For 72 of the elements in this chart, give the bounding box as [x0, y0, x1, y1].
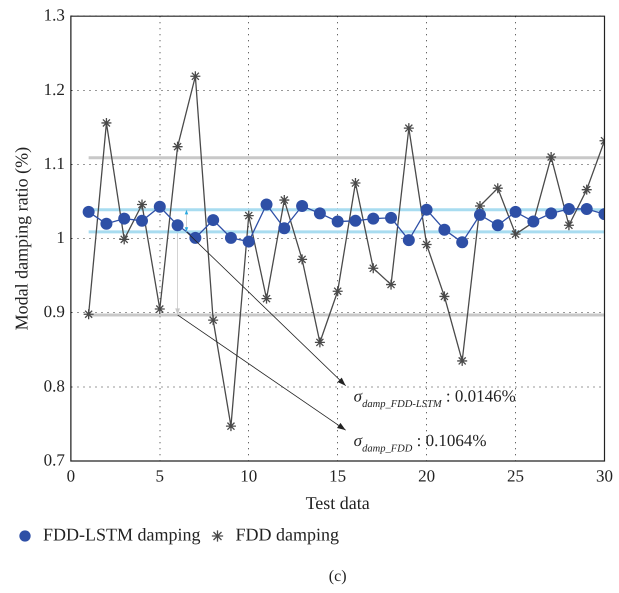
point [100, 218, 112, 230]
x-tick-label: 30 [596, 466, 613, 486]
y-tick-label: 0.7 [44, 450, 66, 470]
point [154, 200, 166, 213]
point [260, 198, 273, 210]
point [420, 204, 433, 216]
point [456, 355, 468, 367]
point [136, 214, 148, 227]
point [82, 206, 95, 218]
x-tick-label: 0 [66, 466, 76, 486]
point [332, 216, 344, 228]
point [368, 262, 379, 274]
point [545, 207, 558, 220]
point [118, 212, 130, 225]
point [510, 228, 522, 240]
point [278, 222, 290, 234]
point [350, 177, 362, 189]
y-tick-label: 1.2 [44, 80, 65, 99]
point [402, 234, 415, 246]
point [545, 151, 557, 163]
point [581, 184, 592, 196]
point [474, 208, 486, 221]
point [492, 219, 504, 232]
point [510, 206, 522, 218]
point [456, 236, 468, 248]
point [438, 290, 450, 302]
point [82, 308, 94, 320]
point [242, 236, 255, 248]
point [136, 198, 148, 210]
y-tick-label: 1 [56, 228, 65, 248]
legend-label: FDD-LSTM damping [43, 524, 200, 545]
point [367, 212, 380, 225]
y-axis-title: Modal damping ratio (%) [12, 146, 32, 330]
point [118, 234, 130, 245]
point [385, 278, 397, 290]
y-tick-label: 0.9 [44, 302, 65, 322]
point [420, 238, 432, 250]
point [207, 214, 220, 226]
x-tick-label: 25 [507, 466, 524, 486]
point [580, 202, 593, 215]
x-tick-label: 15 [329, 466, 346, 486]
y-tick-label: 0.8 [44, 376, 65, 396]
point [172, 219, 184, 232]
x-axis-title: Test data [306, 492, 370, 513]
point [208, 314, 219, 326]
point [172, 141, 184, 152]
point [492, 182, 504, 194]
y-tick-label: 1.3 [44, 6, 65, 25]
point [332, 286, 344, 297]
x-tick-label: 5 [156, 466, 164, 486]
legend-label: FDD damping [236, 524, 339, 545]
point [562, 202, 575, 215]
point [278, 194, 290, 206]
point [243, 210, 254, 222]
point [189, 232, 202, 244]
point [224, 232, 237, 244]
point [438, 224, 450, 236]
point [225, 420, 237, 432]
point [314, 336, 326, 348]
text: (c) [328, 568, 347, 585]
point [296, 254, 308, 266]
x-tick-label: 20 [418, 466, 436, 486]
point [563, 220, 575, 231]
point [296, 200, 308, 212]
y-tick-label: 1.1 [44, 154, 65, 173]
point [349, 214, 362, 227]
point [385, 212, 398, 224]
x-tick-label: 10 [240, 466, 258, 486]
point [403, 122, 414, 134]
point [260, 293, 272, 304]
point [190, 70, 202, 82]
point [314, 207, 326, 220]
